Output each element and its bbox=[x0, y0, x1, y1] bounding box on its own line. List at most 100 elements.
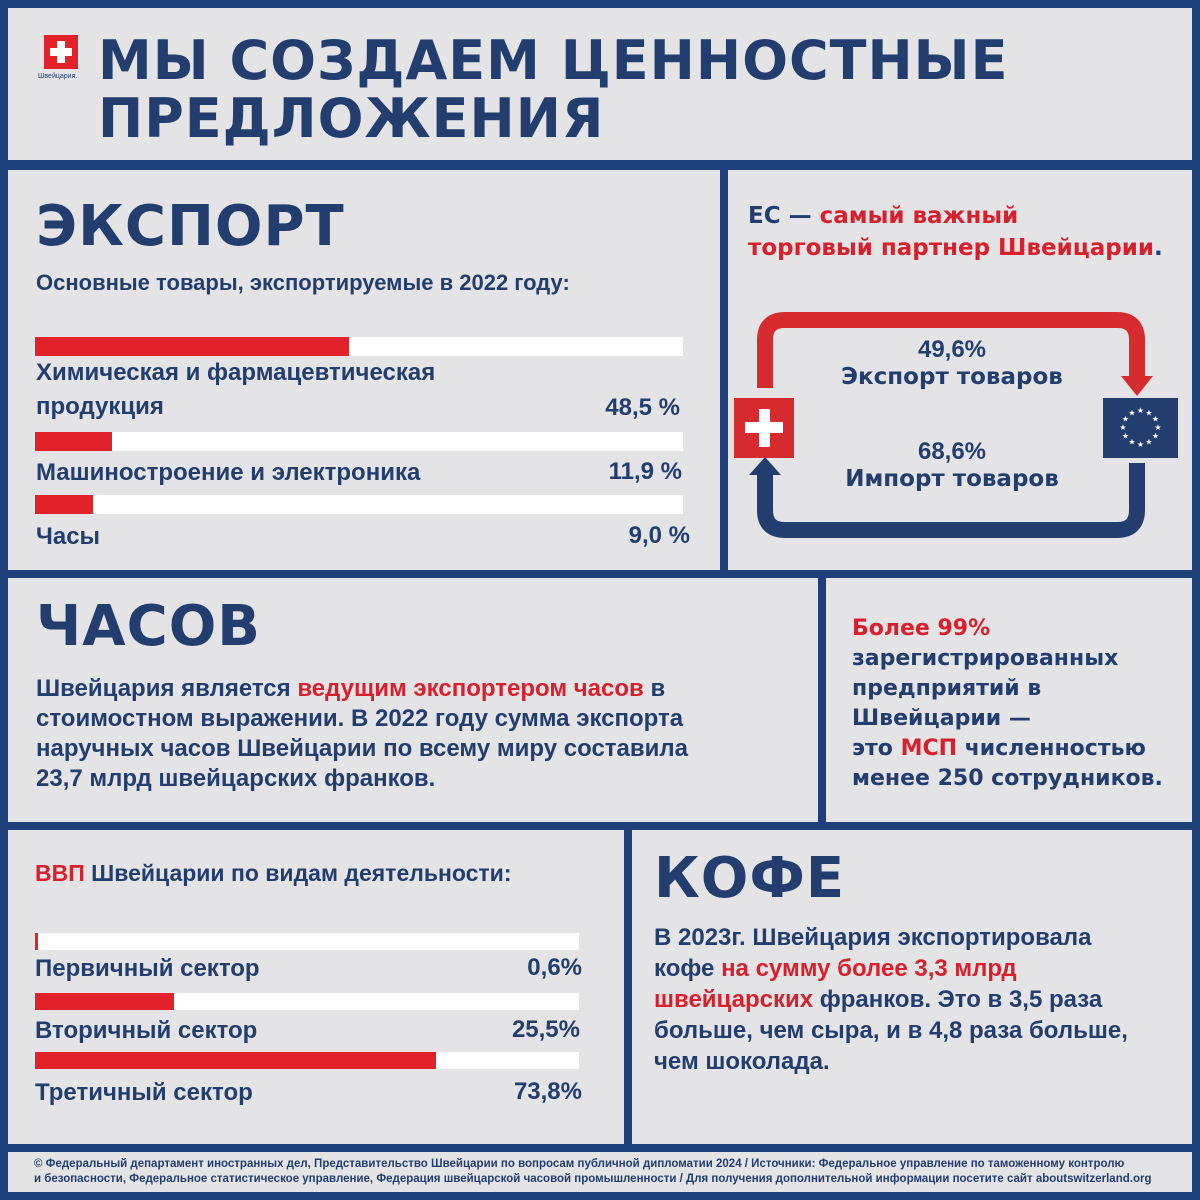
gdp-bar-tertiary bbox=[35, 1052, 579, 1069]
gdp-bar-tertiary-fill bbox=[35, 1052, 437, 1069]
export-subtitle: Основные товары, экспортируемые в 2022 г… bbox=[36, 270, 570, 295]
svg-text:★: ★ bbox=[1152, 432, 1159, 441]
sme-panel: Более 99% зарегистрированных предприятий… bbox=[826, 578, 1192, 822]
watches-heading: ЧАСОВ bbox=[36, 594, 261, 659]
export-label-chem: Химическая и фармацевтическая продукция bbox=[36, 356, 435, 424]
import-share: 68,6% Импорт товаров bbox=[720, 438, 1184, 492]
header-panel: Швейцария. МЫ СОЗДАЕМ ЦЕННОСТНЫЕ ПРЕДЛОЖ… bbox=[8, 8, 1192, 160]
export-arrowhead-icon bbox=[1121, 376, 1153, 396]
switzerland-logo: Швейцария. bbox=[38, 35, 88, 80]
switzerland-flag-icon bbox=[734, 398, 794, 458]
watches-text-line3: наручных часов Швейцарии по всему миру с… bbox=[36, 735, 688, 762]
sme-highlight: Более 99% bbox=[852, 616, 991, 641]
gdp-bar-secondary-fill bbox=[35, 993, 174, 1010]
coffee-line3-post: франков. Это в 3,5 раза bbox=[813, 986, 1103, 1013]
import-share-value: 68,6% bbox=[917, 438, 987, 465]
eu-flag-icon: ★ ★ ★ ★ ★ ★ ★ ★ ★ ★ ★ ★ bbox=[1103, 398, 1178, 458]
gdp-value-secondary: 25,5% bbox=[511, 1016, 580, 1043]
svg-text:★: ★ bbox=[1122, 432, 1129, 441]
footer-credits: © Федеральный департамент иностранных де… bbox=[34, 1157, 1151, 1187]
gdp-label-tertiary: Третичный сектор bbox=[35, 1079, 253, 1106]
gdp-value-primary: 0,6% bbox=[527, 954, 582, 981]
trade-flow-diagram: ★ ★ ★ ★ ★ ★ ★ ★ ★ ★ ★ ★ bbox=[734, 312, 1178, 538]
eu-heading-red1: самый важный bbox=[819, 203, 1019, 229]
coffee-line4: больше, чем сыра, и в 4,8 раза больше, bbox=[654, 1017, 1128, 1044]
footer-line1: © Федеральный департамент иностранных де… bbox=[34, 1158, 1125, 1170]
import-arrowhead-icon bbox=[749, 457, 781, 475]
coffee-line2-pre: кофе bbox=[654, 955, 722, 982]
watches-text-highlight: ведущим экспортером часов bbox=[297, 675, 644, 702]
eu-heading: ЕС — самый важный торговый партнер Швейц… bbox=[748, 200, 1163, 264]
export-label-machinery: Машиностроение и электроника bbox=[36, 459, 421, 486]
svg-text:★: ★ bbox=[1154, 423, 1161, 432]
coffee-highlight1: на сумму более 3,3 млрд bbox=[721, 955, 1017, 982]
svg-text:★: ★ bbox=[1145, 409, 1152, 418]
import-arrow-icon bbox=[757, 463, 1145, 538]
gdp-label-primary: Первичный сектор bbox=[35, 955, 260, 982]
export-value-chem: 48,5 % bbox=[605, 394, 680, 421]
eu-heading-red2: торговый партнер Швейцарии bbox=[748, 235, 1155, 261]
logo-text: Швейцария. bbox=[38, 73, 78, 80]
gdp-title: ВВП Швейцарии по видам деятельности: bbox=[35, 860, 511, 887]
footer-line2: и безопасности, Федеральное статистическ… bbox=[34, 1173, 1152, 1185]
svg-text:★: ★ bbox=[1128, 409, 1135, 418]
eu-heading-suffix: . bbox=[1154, 235, 1163, 261]
gdp-bar-primary bbox=[35, 933, 579, 950]
swiss-cross-icon bbox=[44, 35, 78, 69]
svg-text:★: ★ bbox=[1137, 440, 1144, 449]
svg-text:★: ★ bbox=[1145, 438, 1152, 447]
export-heading: ЭКСПОРТ bbox=[36, 194, 345, 259]
export-bar-chem-fill bbox=[35, 337, 350, 356]
coffee-line5: чем шоколада. bbox=[654, 1048, 830, 1075]
export-bar-watches-fill bbox=[35, 495, 94, 514]
gdp-title-rest: Швейцарии по видам деятельности: bbox=[84, 860, 512, 886]
footer-panel: © Федеральный департамент иностранных де… bbox=[8, 1152, 1192, 1192]
sme-line6: менее 250 сотрудников. bbox=[852, 766, 1163, 791]
page-title-line2: ПРЕДЛОЖЕНИЯ bbox=[98, 87, 605, 150]
coffee-highlight2: швейцарских bbox=[654, 986, 814, 1013]
watches-text: Швейцария является ведущим экспортером ч… bbox=[36, 674, 688, 794]
gdp-bar-secondary bbox=[35, 993, 579, 1010]
export-bar-chem bbox=[35, 337, 683, 356]
svg-text:★: ★ bbox=[1122, 415, 1129, 424]
watches-text-post: в bbox=[643, 675, 666, 702]
export-bar-machinery-fill bbox=[35, 432, 113, 451]
coffee-heading: КОФЕ bbox=[654, 846, 846, 911]
svg-text:★: ★ bbox=[1119, 423, 1126, 432]
svg-text:★: ★ bbox=[1128, 438, 1135, 447]
export-label-watches: Часы bbox=[36, 523, 101, 550]
svg-text:★: ★ bbox=[1137, 406, 1144, 415]
watches-text-line2: стоимостном выражении. В 2022 году сумма… bbox=[36, 705, 684, 732]
sme-line2: зарегистрированных bbox=[852, 646, 1119, 671]
gdp-bar-primary-fill bbox=[35, 933, 39, 950]
import-share-label: Импорт товаров bbox=[845, 466, 1059, 492]
export-bar-watches bbox=[35, 495, 683, 514]
coffee-line1: В 2023г. Швейцария экспортировала bbox=[654, 924, 1092, 951]
gdp-value-tertiary: 73,8% bbox=[513, 1078, 582, 1105]
sme-line4: Швейцарии — bbox=[852, 706, 1031, 731]
sme-line5-pre: это bbox=[852, 736, 901, 761]
eu-heading-prefix: ЕС — bbox=[748, 203, 820, 229]
export-share-label: Экспорт товаров bbox=[841, 364, 1063, 390]
sme-text: Более 99% зарегистрированных предприятий… bbox=[852, 614, 1163, 794]
export-value-watches: 9,0 % bbox=[628, 522, 690, 549]
watches-text-pre: Швейцария является bbox=[36, 675, 298, 702]
coffee-panel: КОФЕ В 2023г. Швейцария экспортировала к… bbox=[632, 830, 1192, 1144]
export-share: 49,6% Экспорт товаров bbox=[720, 336, 1184, 390]
coffee-text: В 2023г. Швейцария экспортировала кофе н… bbox=[654, 922, 1128, 1077]
gdp-title-red: ВВП bbox=[35, 860, 85, 886]
svg-text:★: ★ bbox=[1152, 415, 1159, 424]
export-bar-machinery bbox=[35, 432, 683, 451]
export-panel: ЭКСПОРТ Основные товары, экспортируемые … bbox=[8, 170, 720, 570]
export-share-value: 49,6% bbox=[917, 336, 987, 363]
export-label-chem-line2: продукция bbox=[36, 393, 164, 420]
watches-panel: ЧАСОВ Швейцария является ведущим экспорт… bbox=[8, 578, 818, 822]
gdp-panel: ВВП Швейцарии по видам деятельности: Пер… bbox=[8, 830, 624, 1144]
export-value-machinery: 11,9 % bbox=[608, 458, 682, 485]
export-label-chem-line1: Химическая и фармацевтическая bbox=[36, 359, 436, 386]
page-title-line1: МЫ СОЗДАЕМ ЦЕННОСТНЫЕ bbox=[98, 29, 1009, 92]
watches-text-line4: 23,7 млрд швейцарских франков. bbox=[36, 765, 436, 792]
sme-line5-post: численностью bbox=[957, 736, 1146, 761]
gdp-label-secondary: Вторичный сектор bbox=[35, 1017, 258, 1044]
sme-abbr: МСП bbox=[900, 736, 958, 761]
